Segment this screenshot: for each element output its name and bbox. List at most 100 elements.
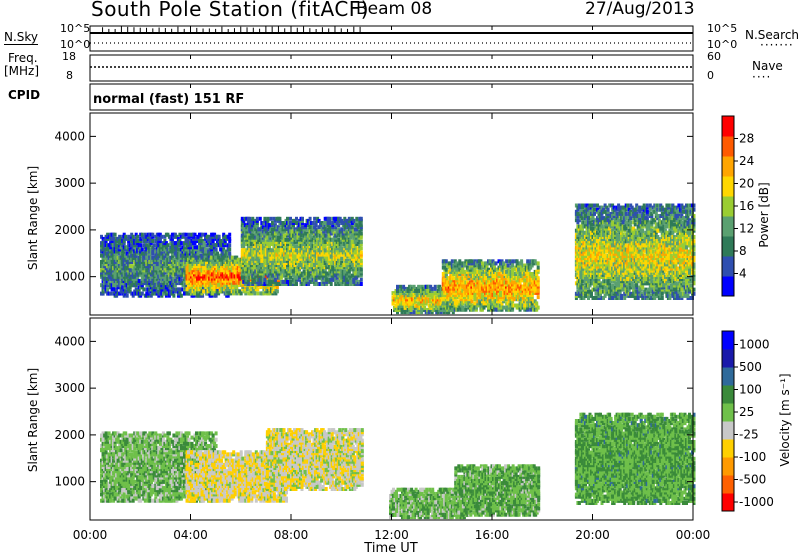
power-echo-cell <box>359 239 363 244</box>
power-echo-cell <box>116 283 120 288</box>
power-echo-cell <box>115 253 119 258</box>
power-echo-cell <box>225 253 229 258</box>
power-echo-cell <box>206 274 210 279</box>
power-echo-cell <box>172 287 176 292</box>
power-echo-cell <box>220 282 224 287</box>
power-echo-cell <box>220 261 224 266</box>
power-echo-cell <box>308 216 312 221</box>
power-echo-cell <box>290 229 294 234</box>
power-echo-cell <box>107 272 111 277</box>
power-echo-cell <box>214 287 218 292</box>
power-echo-cell <box>137 268 141 273</box>
power-echo-cell <box>118 247 122 252</box>
power-echo-cell <box>352 218 356 223</box>
power-echo-cell <box>222 232 226 237</box>
power-echo-cell <box>269 216 273 221</box>
power-echo-cell <box>130 260 134 264</box>
power-echo-cell <box>224 272 228 277</box>
power-echo-cell <box>151 245 155 250</box>
power-echo-cell <box>187 234 191 239</box>
power-echo-cell <box>154 249 158 254</box>
power-echo-cell <box>239 291 243 296</box>
power-echo-cell <box>161 279 165 283</box>
nave-dots: ···· <box>752 70 772 84</box>
power-echo-cell <box>149 285 153 290</box>
power-echo-cell <box>244 289 248 294</box>
power-echo-cell <box>163 266 167 271</box>
power-echo-cell <box>103 241 107 246</box>
power-echo-cell <box>200 268 204 273</box>
power-echo-cell <box>173 232 177 237</box>
power-echo-cell <box>109 257 113 262</box>
power-echo-cell <box>329 282 333 286</box>
power-echo-cell <box>197 255 201 260</box>
power-echo-cell <box>450 307 454 312</box>
power-echo-cell <box>213 232 217 237</box>
power-echo-cell <box>158 276 162 281</box>
power-echo-cell <box>101 249 105 254</box>
power-echo-cell <box>119 255 123 260</box>
freq-label: Freq. <box>8 51 38 65</box>
power-echo-cell <box>200 259 204 264</box>
power-echo-cell <box>464 307 468 312</box>
power-echo-cell <box>119 266 123 271</box>
power-echo-cell <box>200 278 204 283</box>
power-echo-cell <box>101 289 105 294</box>
power-echo-cell <box>205 268 209 273</box>
power-echo-cell <box>109 247 113 252</box>
power-echo-cell <box>118 249 122 254</box>
power-echo-cell <box>230 261 234 266</box>
power-echo-cell <box>146 266 150 271</box>
power-echo-cell <box>179 249 183 254</box>
power-echo-cell <box>167 247 171 252</box>
power-echo-cell <box>134 253 138 258</box>
power-echo-cell <box>170 253 174 258</box>
power-echo-cell <box>112 236 116 241</box>
power-echo-cell <box>170 291 174 296</box>
power-echo-cell <box>134 283 138 288</box>
power-echo-cell <box>160 251 164 256</box>
power-echo-cell <box>136 274 140 279</box>
power-echo-cell <box>188 261 192 266</box>
power-echo-cell <box>124 281 128 286</box>
power-echo-cell <box>230 276 234 281</box>
power-echo-cell <box>158 236 162 241</box>
power-echo-cell <box>184 232 188 237</box>
power-echo-cell <box>110 249 114 254</box>
power-echo-cell <box>101 270 105 275</box>
power-echo-cell <box>245 287 249 292</box>
power-echo-cell <box>145 268 149 273</box>
power-echo-cell <box>127 283 131 288</box>
power-echo-cell <box>110 234 114 239</box>
power-echo-cell <box>136 249 140 254</box>
power-echo-cell <box>205 251 209 256</box>
power-echo-cell <box>100 245 103 250</box>
power-echo-cell <box>179 264 183 269</box>
power-echo-cell <box>166 251 170 256</box>
power-echo-cell <box>197 289 201 294</box>
power-echo-cell <box>212 285 216 289</box>
power-echo-cell <box>130 255 134 260</box>
power-echo-cell <box>103 285 107 290</box>
power-echo-cell <box>185 268 189 273</box>
power-echo-cell <box>121 291 125 296</box>
power-echo-cell <box>183 287 186 292</box>
power-echo-cell <box>158 239 162 243</box>
power-echo-cell <box>220 272 224 277</box>
power-echo-cell <box>130 243 134 248</box>
power-echo-cell <box>295 216 298 221</box>
power-echo-cell <box>198 249 201 254</box>
power-echo-cell <box>239 282 243 287</box>
power-echo-cell <box>140 234 144 239</box>
power-echo-cell <box>107 260 111 264</box>
power-echo-cell <box>119 283 123 288</box>
nave-bottom-tick: 0 <box>707 69 714 82</box>
power-echo-cell <box>203 280 207 285</box>
power-echo-cell <box>104 247 108 252</box>
power-echo-cell <box>115 243 119 248</box>
power-echo-cell <box>206 280 210 285</box>
power-echo-cell <box>134 236 138 241</box>
power-echo-cell <box>286 216 289 221</box>
power-echo-cell <box>158 268 162 273</box>
